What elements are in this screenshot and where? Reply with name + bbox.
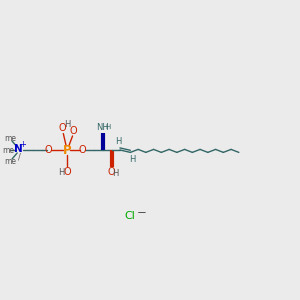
Text: H: H xyxy=(129,155,135,164)
Text: H: H xyxy=(116,137,122,146)
Text: O: O xyxy=(63,167,71,177)
Text: H: H xyxy=(64,120,71,129)
Text: H: H xyxy=(58,168,65,177)
Text: me: me xyxy=(4,157,16,166)
Text: NH: NH xyxy=(96,123,109,132)
Text: me: me xyxy=(4,134,16,143)
Text: +: + xyxy=(20,140,26,148)
Text: me: me xyxy=(2,146,14,154)
Text: P: P xyxy=(63,143,71,157)
Text: N: N xyxy=(14,144,23,154)
Text: H: H xyxy=(112,169,119,178)
Text: Cl: Cl xyxy=(124,211,135,221)
Text: O: O xyxy=(79,145,86,155)
Text: /: / xyxy=(18,153,21,162)
Text: −: − xyxy=(137,206,147,219)
Text: O: O xyxy=(108,167,116,177)
Text: O: O xyxy=(58,123,66,133)
Text: O: O xyxy=(45,145,52,155)
Text: H: H xyxy=(105,124,111,130)
Text: O: O xyxy=(70,126,77,136)
